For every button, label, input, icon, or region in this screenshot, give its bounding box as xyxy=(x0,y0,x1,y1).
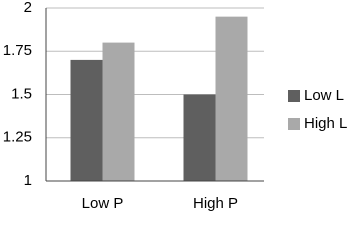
y-tick-label: 1.25 xyxy=(3,129,32,146)
bar xyxy=(102,42,135,181)
bar xyxy=(70,59,103,181)
bar xyxy=(183,94,216,181)
legend-label: High L xyxy=(304,115,347,132)
x-tick-label: Low P xyxy=(82,195,124,212)
y-tick-label: 1 xyxy=(24,172,32,189)
y-tick-label: 1.5 xyxy=(11,85,32,102)
chart: 1 1.25 1.5 1.75 2 Low P High P Low L High L xyxy=(3,0,348,212)
x-tick-label: High P xyxy=(193,195,238,212)
y-tick-label: 1.75 xyxy=(3,42,32,59)
bar xyxy=(215,16,248,182)
y-tick-label: 2 xyxy=(24,0,32,16)
legend-label: Low L xyxy=(304,87,344,104)
legend-swatch xyxy=(288,118,300,130)
legend-swatch xyxy=(288,90,300,102)
